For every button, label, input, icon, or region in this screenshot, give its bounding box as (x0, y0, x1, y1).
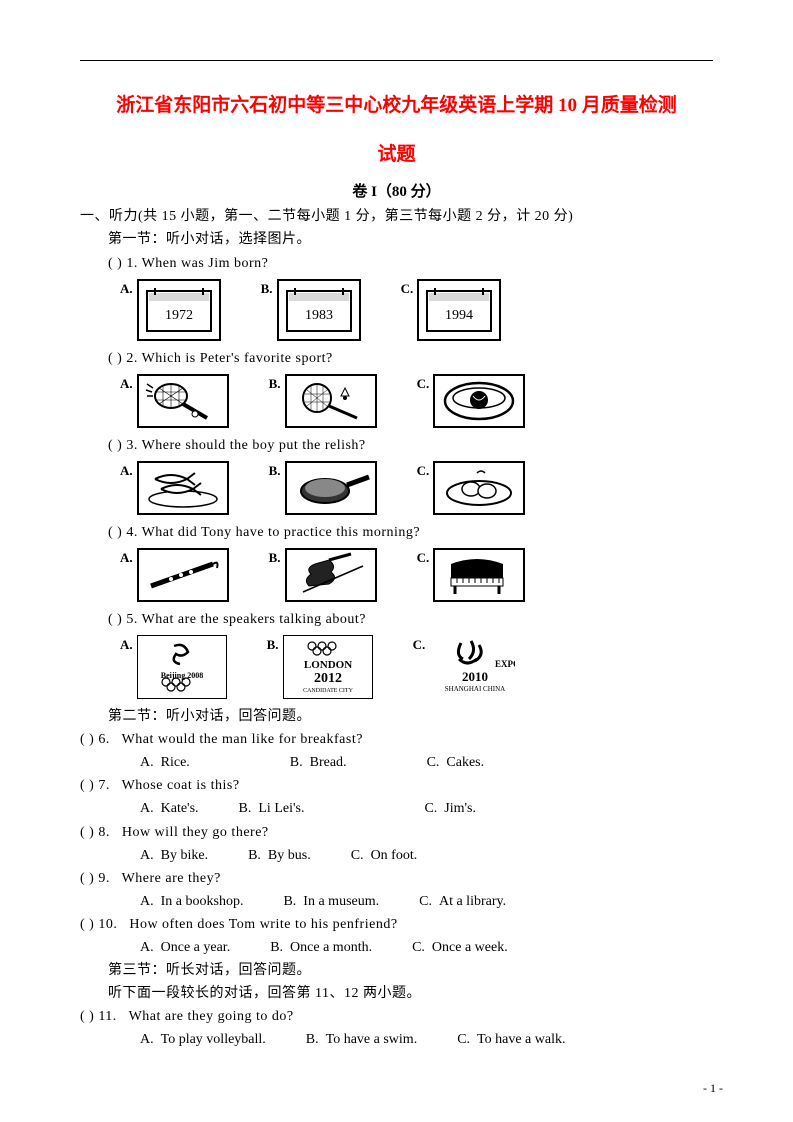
q5-options: A. Beijing 2008 B. LONDON2012CANDIDATE C… (80, 635, 713, 699)
question-10: ( ) 10. How often does Tom write to his … (80, 913, 713, 936)
svg-text:EXPO: EXPO (495, 659, 515, 669)
piano-icon (433, 548, 525, 602)
question-7: ( ) 7. Whose coat is this? (80, 774, 713, 797)
question-4: ( ) 4. What did Tony have to practice th… (80, 521, 713, 544)
q1-opt-c: C. 1994 (401, 279, 502, 341)
q2-text: Which is Peter's favorite sport? (142, 351, 333, 366)
q5-opt-c: C. EXPO2010SHANGHAI CHINA (413, 635, 518, 697)
calendar-icon: 1972 (137, 279, 221, 341)
exam-page: 浙江省东阳市六石初中等三中心校九年级英语上学期 10 月质量检测 试题 卷 I（… (0, 0, 793, 1122)
q1-prefix: ( ) 1. (108, 256, 138, 271)
main-title: 浙江省东阳市六石初中等三中心校九年级英语上学期 10 月质量检测 (80, 91, 713, 121)
basketball-hoop-icon (433, 374, 525, 428)
question-3: ( ) 3. Where should the boy put the reli… (80, 434, 713, 457)
q2-opt-c: C. (417, 374, 526, 428)
q3-options: A. B. C. (80, 461, 713, 515)
q4-options: A. B. C. (80, 548, 713, 602)
section1-header: 第一节：听小对话，选择图片。 (80, 228, 713, 251)
svg-text:2012: 2012 (314, 671, 342, 686)
question-1: ( ) 1. When was Jim born? (80, 252, 713, 275)
expo-2010-logo-icon: EXPO 2010SHANGHAI CHINA (429, 635, 517, 697)
q10-choices: A. Once a year. B. Once a month. C. Once… (80, 936, 713, 959)
q8-choices: A. By bike. B. By bus. C. On foot. (80, 844, 713, 867)
q1-opt-a: A. 1972 (120, 279, 221, 341)
label-c: C. (401, 279, 414, 297)
label-a: A. (120, 279, 133, 297)
q5-opt-b: B. LONDON2012CANDIDATE CITY (267, 635, 373, 699)
beijing-2008-logo-icon: Beijing 2008 (137, 635, 227, 699)
q4-text: What did Tony have to practice this morn… (142, 525, 421, 540)
q5-text: What are the speakers talking about? (142, 612, 366, 627)
eggs-plate-icon (433, 461, 525, 515)
svg-text:LONDON: LONDON (303, 659, 351, 671)
svg-text:SHANGHAI CHINA: SHANGHAI CHINA (445, 685, 505, 693)
sub-title: 试题 (80, 139, 713, 166)
q1-opt-b: B. 1983 (261, 279, 361, 341)
q3-opt-b: B. (269, 461, 377, 515)
q1-text: When was Jim born? (142, 256, 269, 271)
section2-header: 第二节：听小对话，回答问题。 (80, 705, 713, 728)
section3-sub: 听下面一段较长的对话，回答第 11、12 两小题。 (80, 982, 713, 1005)
q2-opt-b: B. (269, 374, 377, 428)
frying-pan-icon (285, 461, 377, 515)
label-b: B. (261, 279, 273, 297)
q4-opt-a: A. (120, 548, 229, 602)
violin-icon (285, 548, 377, 602)
q4-opt-c: C. (417, 548, 526, 602)
q4-prefix: ( ) 4. (108, 525, 138, 540)
calendar-icon: 1994 (417, 279, 501, 341)
q9-choices: A. In a bookshop. B. In a museum. C. At … (80, 890, 713, 913)
svg-text:1994: 1994 (445, 308, 473, 323)
q11-choices: A. To play volleyball. B. To have a swim… (80, 1028, 713, 1051)
section3-header: 第三节：听长对话，回答问题。 (80, 959, 713, 982)
page-number: - 1 - (703, 1081, 723, 1096)
question-2: ( ) 2. Which is Peter's favorite sport? (80, 347, 713, 370)
svg-text:1983: 1983 (305, 308, 333, 323)
question-8: ( ) 8. How will they go there? (80, 821, 713, 844)
q7-choices: A. Kate's. B. Li Lei's. C. Jim's. (80, 797, 713, 820)
top-rule (80, 60, 713, 61)
question-9: ( ) 9. Where are they? (80, 867, 713, 890)
question-6: ( ) 6. What would the man like for break… (80, 728, 713, 751)
calendar-icon: 1983 (277, 279, 361, 341)
q2-prefix: ( ) 2. (108, 351, 138, 366)
q4-opt-b: B. (269, 548, 377, 602)
london-2012-logo-icon: LONDON2012 CANDIDATE CITY (283, 635, 373, 699)
badminton-racket-icon (285, 374, 377, 428)
question-11: ( ) 11. What are they going to do? (80, 1005, 713, 1028)
flute-icon (137, 548, 229, 602)
question-5: ( ) 5. What are the speakers talking abo… (80, 608, 713, 631)
svg-text:1972: 1972 (165, 308, 193, 323)
q5-prefix: ( ) 5. (108, 612, 138, 627)
paper-header: 卷 I（80 分） (80, 180, 713, 201)
listening-intro: 一、听力(共 15 小题，第一、二节每小题 1 分，第三节每小题 2 分，计 2… (80, 205, 713, 228)
tennis-racket-icon (137, 374, 229, 428)
q1-options: A. 1972 B. 1983 C. 1994 (80, 279, 713, 341)
q3-opt-a: A. (120, 461, 229, 515)
svg-text:2010: 2010 (462, 669, 488, 684)
q2-opt-a: A. (120, 374, 229, 428)
q6-choices: A. Rice. B. Bread. C. Cakes. (80, 751, 713, 774)
q3-opt-c: C. (417, 461, 526, 515)
q3-text: Where should the boy put the relish? (142, 438, 366, 453)
svg-text:CANDIDATE CITY: CANDIDATE CITY (303, 688, 353, 694)
q2-options: A. B. C. (80, 374, 713, 428)
fish-plate-icon (137, 461, 229, 515)
q5-opt-a: A. Beijing 2008 (120, 635, 227, 699)
q3-prefix: ( ) 3. (108, 438, 138, 453)
